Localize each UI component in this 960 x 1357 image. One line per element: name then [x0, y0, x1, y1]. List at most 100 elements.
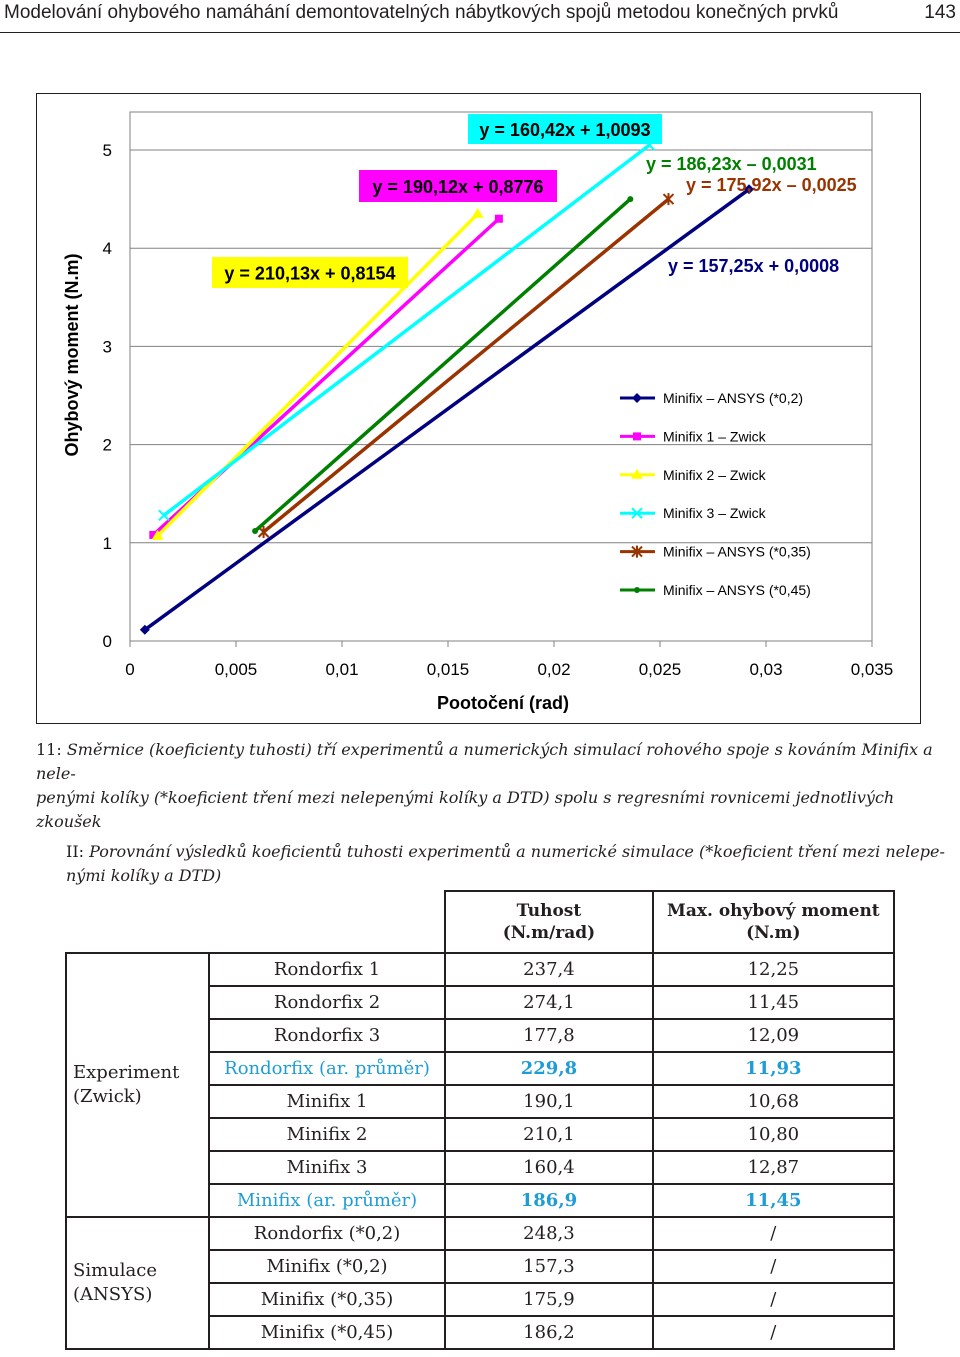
regression-equation: y = 175,92x – 0,0025	[686, 175, 857, 195]
table-row: Minifix (*0,2) 157,3/	[66, 1249, 896, 1284]
y-tick-label: 1	[103, 534, 112, 553]
chart-axes: 0 1 2 3 4 5 0 0,005 0,01 0,015 0,02 0,025 0,03 0,035 P…	[62, 141, 893, 713]
row-name: Rondorfix (*0,2)	[207, 1216, 447, 1251]
annotation-box	[359, 170, 557, 202]
regression-annotations: y = 160,42x + 1,0093 y = 190,12x + 0,8776…	[212, 114, 857, 288]
table-row: Rondorfix 2 274,1 11,45	[66, 985, 896, 1020]
max-moment-value: /	[651, 1282, 896, 1317]
chart-legend: Minifix – ANSYS (*0,2) Minifix 1 – Zwick M…	[620, 390, 811, 598]
row-name: Minifix (*0,2)	[207, 1249, 447, 1284]
page-header: Modelování ohybového namáhání demontovat…	[0, 0, 960, 33]
max-moment-value: 12,09	[651, 1018, 896, 1053]
stiffness-value: 175,9	[444, 1282, 654, 1317]
stiffness-value: 157,3	[444, 1249, 654, 1284]
row-name: Rondorfix 3	[207, 1018, 447, 1053]
row-name: Minifix 1	[207, 1084, 447, 1119]
figure-caption-line2: penými kolíky (*koeficient tření mezi ne…	[36, 788, 895, 831]
max-moment-value: 10,68	[651, 1084, 896, 1119]
table-caption-line2: nými kolíky a DTD)	[66, 866, 222, 885]
stiffness-value: 186,9	[444, 1183, 654, 1218]
group-label-line1: Simulace	[73, 1260, 157, 1281]
legend-label: Minifix – ANSYS (*0,35)	[663, 544, 811, 560]
regression-equation: y = 157,25x + 0,0008	[668, 256, 839, 276]
legend-label: Minifix – ANSYS (*0,45)	[663, 582, 811, 598]
series-point	[149, 530, 158, 539]
table-row: Minifix (*0,45) 186,2/	[66, 1315, 896, 1350]
column-header: Tuhost (N.m/rad)	[444, 890, 654, 954]
series-line-6	[253, 197, 632, 533]
figure-caption-line1: Směrnice (koeficienty tuhosti) tří exper…	[36, 740, 933, 783]
stiffness-value: 274,1	[444, 985, 654, 1020]
regression-equation: y = 210,13x + 0,8154	[224, 264, 395, 284]
table-row: Rondorfix (ar. průměr) 229,8 11,93	[66, 1051, 896, 1086]
annotation-box	[468, 114, 662, 144]
y-tick-label: 2	[103, 436, 112, 455]
table-caption-line1: Porovnání výsledků koeficientů tuhosti e…	[89, 842, 945, 861]
table-caption-number: II:	[66, 842, 85, 861]
series-point	[471, 207, 484, 218]
y-tick-label: 5	[103, 141, 112, 160]
row-name: Rondorfix 2	[207, 985, 447, 1020]
y-tick-label: 3	[103, 337, 112, 356]
chart-frame	[36, 93, 921, 724]
series-point	[662, 193, 675, 206]
legend-label: Minifix 3 – Zwick	[663, 505, 767, 521]
stiffness-value: 190,1	[444, 1084, 654, 1119]
series-point	[627, 196, 634, 203]
results-table: Tuhost (N.m/rad) Max. ohybový moment (N.m) E…	[65, 890, 896, 1350]
row-name: Minifix (*0,35)	[207, 1282, 447, 1317]
running-title: Modelování ohybového namáhání demontovat…	[4, 2, 839, 23]
column-header-line1: Tuhost	[516, 901, 582, 921]
series-line-3	[156, 212, 479, 538]
x-tick-label: 0,02	[537, 660, 570, 679]
regression-equation: y = 190,12x + 0,8776	[372, 177, 543, 197]
column-header-line1: Max. ohybový moment	[667, 901, 880, 921]
y-tick-label: 0	[103, 632, 112, 651]
legend-marker	[633, 432, 641, 441]
row-name: Minifix 2	[207, 1117, 447, 1152]
x-axis-label: Pootočení (rad)	[437, 693, 569, 713]
table-row: Minifix 2 210,1 10,80	[66, 1117, 896, 1152]
stiffness-value: 210,1	[444, 1117, 654, 1152]
row-name: Minifix (ar. průměr)	[207, 1183, 447, 1218]
table-header-row: Tuhost (N.m/rad) Max. ohybový moment (N.m)	[66, 890, 896, 954]
column-header: Max. ohybový moment (N.m)	[651, 890, 896, 954]
x-tick-label: 0,015	[427, 660, 470, 679]
table-row: Rondorfix 3 177,8 12,09	[66, 1018, 896, 1053]
series-point	[151, 529, 164, 540]
max-moment-value: 11,45	[651, 1183, 896, 1218]
legend-marker	[632, 393, 642, 403]
stiffness-chart: 0 1 2 3 4 5 0 0,005 0,01 0,015 0,02 0,025 0,03 0,035 P…	[62, 111, 893, 713]
series-point	[744, 184, 755, 195]
x-tick-label: 0,035	[851, 660, 894, 679]
max-moment-value: 12,25	[651, 952, 896, 987]
y-axis-label: Ohybový moment (N.m)	[62, 253, 82, 456]
series-line-1	[143, 187, 751, 632]
row-name: Minifix 3	[207, 1150, 447, 1185]
series-point	[494, 214, 503, 223]
max-moment-value: 10,80	[651, 1117, 896, 1152]
max-moment-value: 11,93	[651, 1051, 896, 1086]
series-point	[158, 509, 170, 522]
figure-caption-number: 11:	[36, 740, 62, 759]
max-moment-value: 12,87	[651, 1150, 896, 1185]
legend-label: Minifix 1 – Zwick	[663, 428, 767, 444]
column-header-line2: (N.m)	[746, 923, 801, 943]
table-row: Simulace (ANSYS) Rondorfix (*0,2) 248,3/	[65, 1216, 896, 1350]
x-tick-label: 0,025	[639, 660, 682, 679]
series-line-5	[262, 197, 670, 534]
group-label-line2: (ANSYS)	[73, 1284, 153, 1305]
group-label-line2: (Zwick)	[73, 1086, 142, 1107]
annotation-box	[212, 257, 408, 288]
row-name: Minifix (*0,45)	[207, 1315, 447, 1350]
table-row: Minifix (ar. průměr) 186,9 11,45	[66, 1183, 896, 1218]
stiffness-value: 237,4	[444, 952, 654, 987]
table-row: Minifix 1 190,1 10,68	[66, 1084, 896, 1119]
series-point	[252, 528, 259, 535]
legend-marker	[631, 507, 643, 519]
regression-equation: y = 186,23x – 0,0031	[646, 154, 817, 174]
max-moment-value: /	[651, 1216, 896, 1251]
y-tick-label: 4	[103, 239, 112, 258]
figure-caption: 11: Směrnice (koeficienty tuhosti) tří e…	[36, 738, 960, 834]
empty-cell	[66, 891, 209, 953]
